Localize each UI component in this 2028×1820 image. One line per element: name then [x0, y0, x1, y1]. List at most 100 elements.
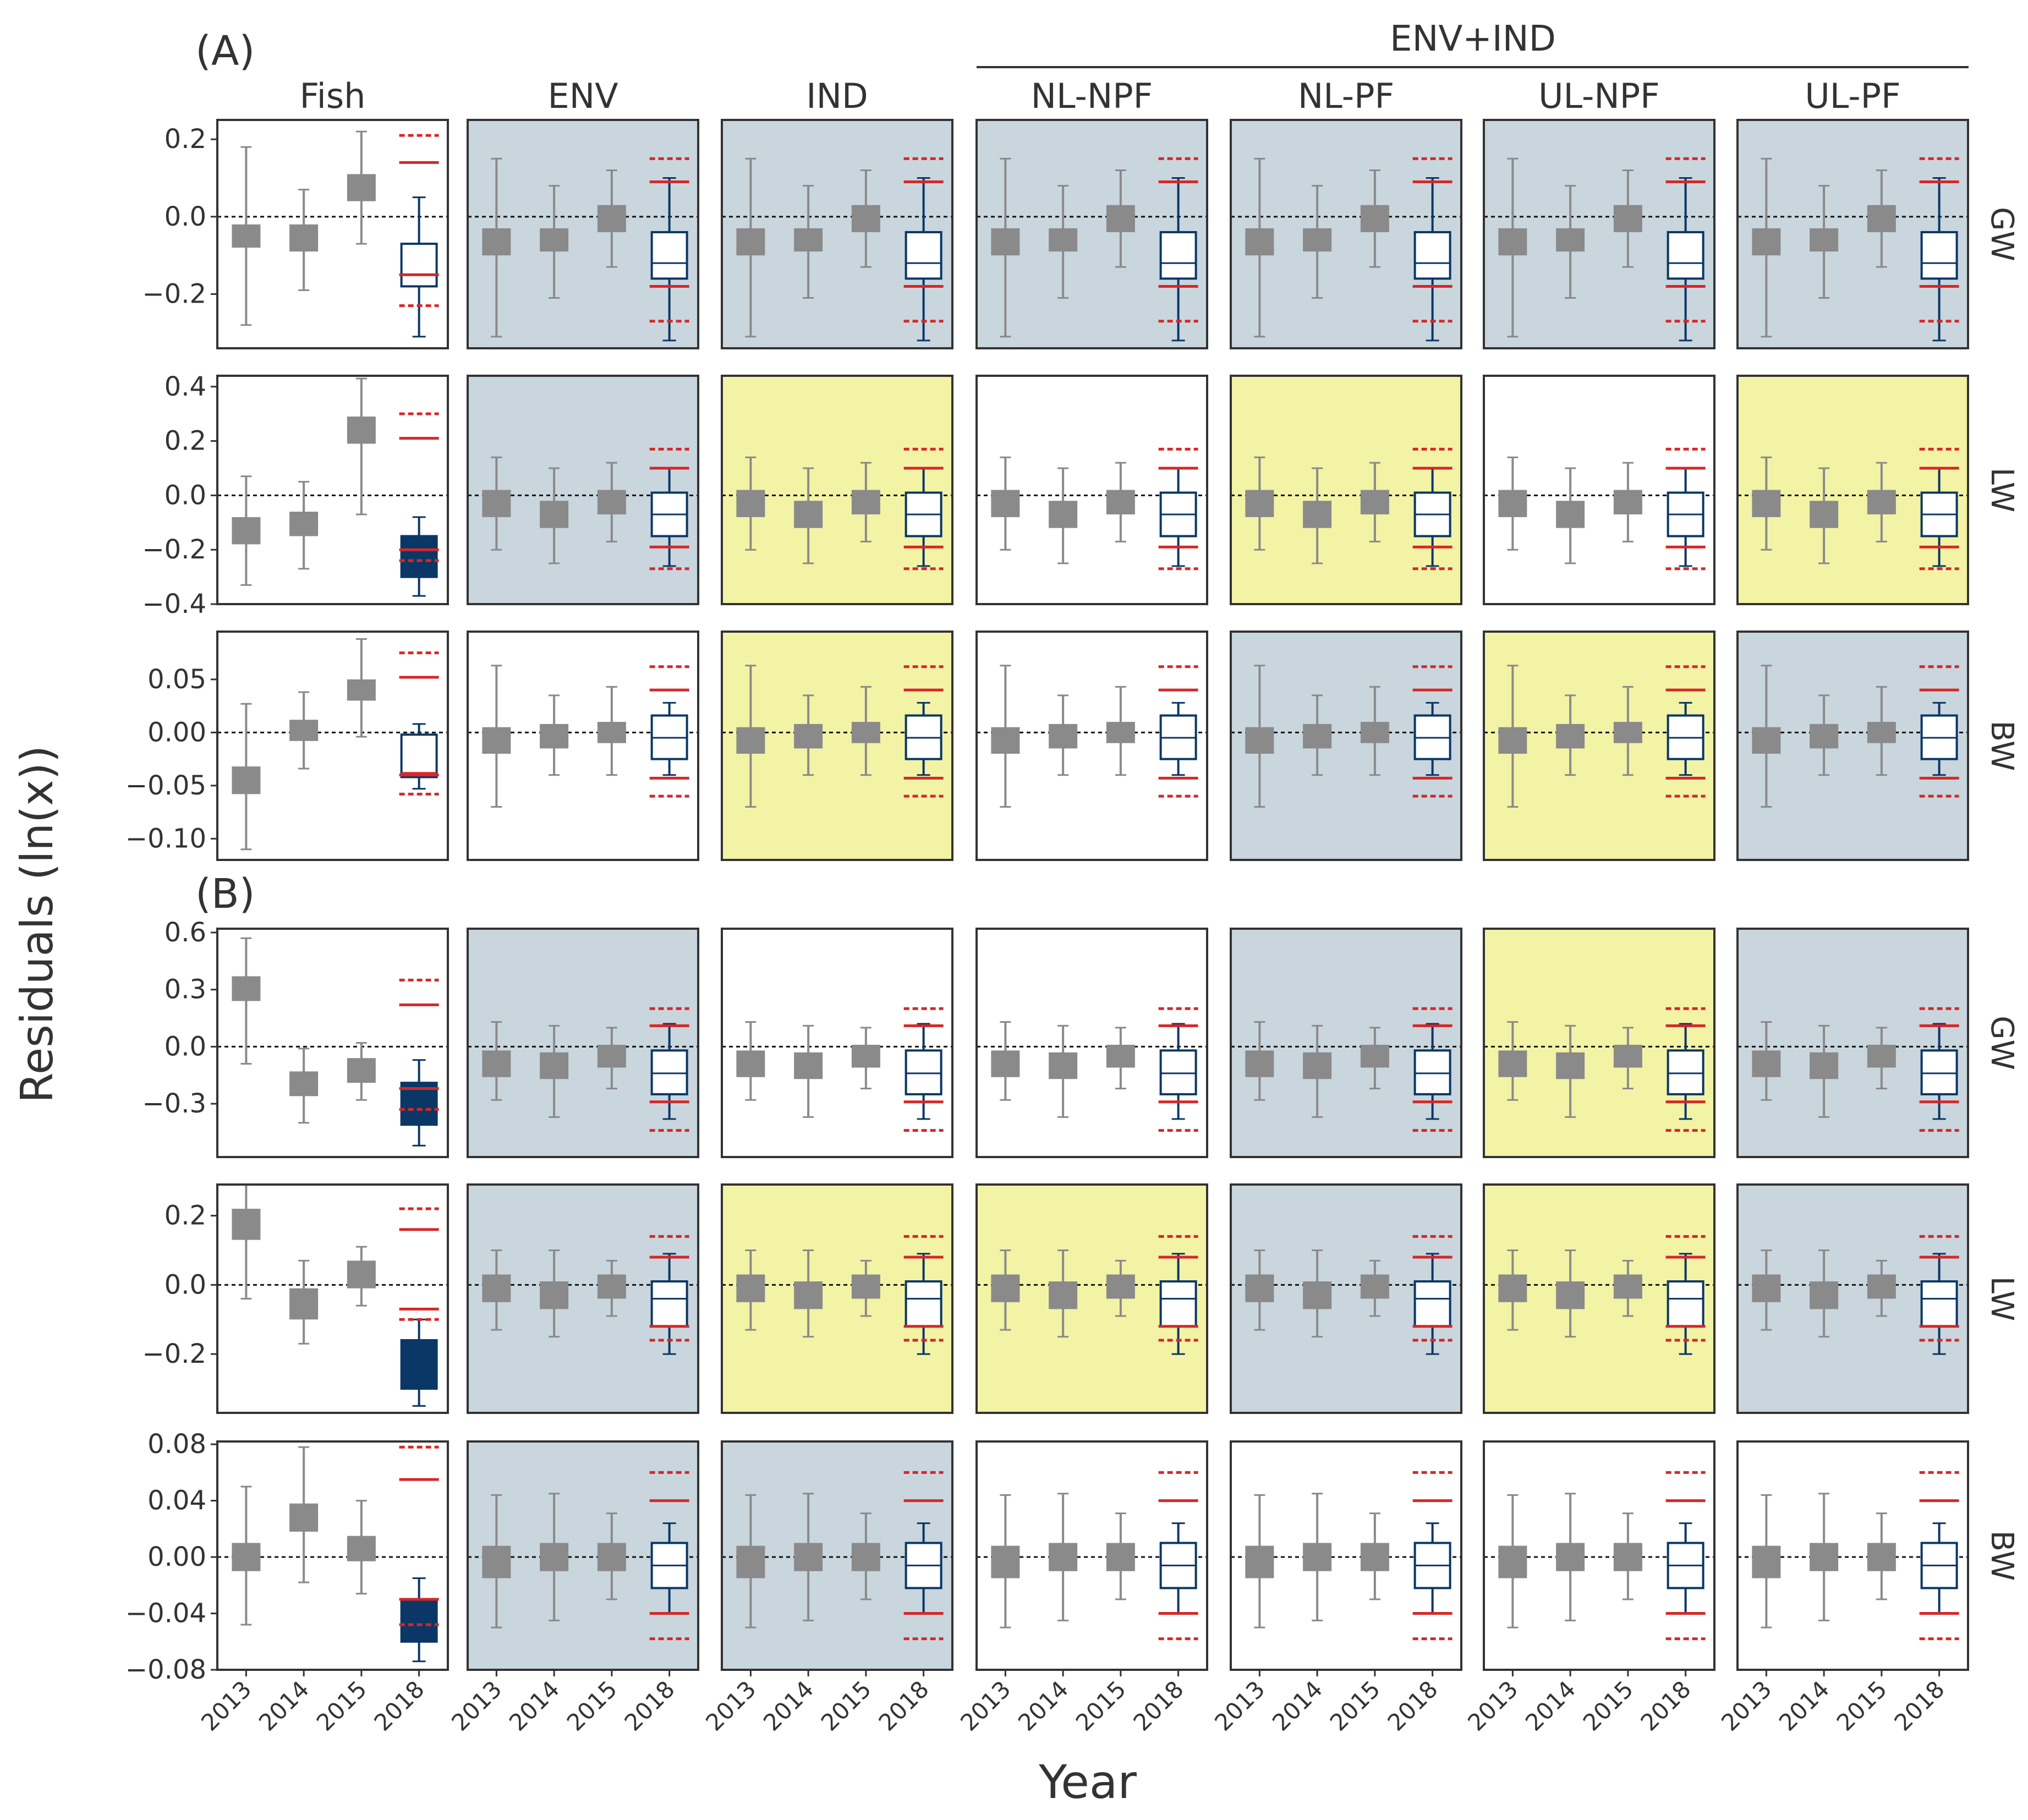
x-tick-label-2014: 2014: [758, 1675, 819, 1736]
panel-frame: [1736, 1440, 1969, 1671]
x-tick-label-2015: 2015: [1071, 1675, 1131, 1736]
panel-ind-lw: [721, 1183, 953, 1414]
iqr-box: [1303, 1281, 1332, 1309]
box-2018: [1412, 1235, 1453, 1355]
box-2014: [1810, 694, 1839, 776]
box-2015: [1360, 1027, 1389, 1089]
iqr-box: [1667, 1049, 1704, 1095]
box-2018: [1665, 1471, 1706, 1641]
iqr-box: [1867, 1543, 1896, 1571]
panel-frame: [975, 1440, 1208, 1671]
x-tick-label-2014: 2014: [504, 1675, 564, 1736]
iqr-box: [1049, 228, 1078, 252]
x-axis-title: Year: [1038, 1755, 1137, 1809]
iqr-box: [1810, 723, 1839, 749]
iqr-box: [1303, 228, 1332, 252]
iqr-box: [232, 976, 261, 1001]
iqr-box: [1613, 205, 1642, 232]
box-2015: [1106, 1027, 1135, 1089]
iqr-box: [400, 535, 438, 578]
iqr-box: [232, 1209, 261, 1240]
panel-frame: [975, 375, 1208, 605]
panel-frame: [467, 631, 699, 861]
box-2018: [903, 157, 944, 342]
box-2014: [794, 1249, 823, 1338]
iqr-box: [1303, 1543, 1332, 1571]
panel-frame: [1483, 1183, 1715, 1414]
section-label-B: (B): [195, 870, 255, 918]
iqr-box: [851, 1274, 880, 1299]
box-2014: [1556, 467, 1585, 564]
iqr-box: [1867, 490, 1896, 514]
panel-ul-npf-bw: [1483, 631, 1715, 861]
iqr-box: [991, 228, 1020, 256]
panel-frame: [216, 1183, 449, 1414]
iqr-box: [1556, 723, 1585, 749]
box-2015: [1360, 686, 1389, 776]
panel-frame: [467, 928, 699, 1158]
iqr-box: [1556, 1281, 1585, 1309]
iqr-box: [1613, 1044, 1642, 1068]
box-2014: [1810, 467, 1839, 564]
x-tick-label-2018: 2018: [1128, 1675, 1188, 1736]
iqr-box: [650, 1280, 688, 1328]
iqr-box: [400, 1598, 438, 1643]
iqr-box: [347, 679, 376, 701]
box-2013: [1498, 1494, 1527, 1629]
box-2013: [1752, 1249, 1781, 1331]
iqr-box: [1556, 228, 1585, 252]
iqr-box: [650, 231, 688, 280]
box-2014: [1049, 694, 1078, 776]
iqr-box: [905, 1280, 942, 1328]
box-2014: [1810, 1024, 1839, 1118]
panel-ind-bw: [721, 1440, 953, 1671]
iqr-box: [851, 490, 880, 514]
x-tick-label-2015: 2015: [1578, 1675, 1638, 1736]
box-2013: [482, 1494, 511, 1629]
panel-ul-npf-bw: [1483, 1440, 1715, 1671]
box-2014: [1556, 1249, 1585, 1338]
iqr-box: [1498, 1050, 1527, 1077]
panel-env-lw: [467, 1183, 699, 1414]
iqr-box: [1867, 1274, 1896, 1299]
box-2015: [347, 638, 376, 738]
box-2018: [1665, 665, 1706, 798]
box-2013: [482, 665, 511, 808]
iqr-box: [347, 1058, 376, 1083]
iqr-box: [232, 1543, 261, 1571]
y-tick-label: 0.0: [165, 1269, 206, 1300]
box-2014: [1049, 185, 1078, 299]
iqr-box: [794, 501, 823, 528]
panel-ul-pf-lw: [1736, 375, 1969, 605]
panel-frame: [721, 1440, 953, 1671]
box-2013: [232, 703, 261, 851]
panel-frame: [1230, 1183, 1462, 1414]
x-tick-label-2018: 2018: [1382, 1675, 1443, 1736]
x-tick-label-2015: 2015: [816, 1675, 876, 1736]
iqr-box: [736, 727, 765, 754]
iqr-box: [289, 720, 319, 741]
panel-frame: [1483, 375, 1715, 605]
panel-frame: [721, 928, 953, 1158]
box-2018: [1158, 1007, 1198, 1132]
box-2014: [1556, 1024, 1585, 1118]
box-2014: [1049, 1024, 1078, 1118]
box-2013: [232, 1183, 261, 1300]
iqr-box: [1867, 1044, 1896, 1068]
box-2013: [232, 1485, 261, 1626]
y-tick-label: −0.2: [142, 1339, 206, 1369]
box-2018: [903, 1235, 944, 1355]
iqr-box: [1360, 722, 1389, 743]
panel-ind-gw: [721, 119, 953, 349]
x-tick-label-2014: 2014: [1774, 1675, 1834, 1736]
iqr-box: [482, 1050, 511, 1077]
box-2014: [1303, 1493, 1332, 1621]
box-2018: [649, 1235, 689, 1355]
iqr-box: [1920, 231, 1958, 280]
box-2015: [597, 686, 626, 776]
panel-frame: [1483, 631, 1715, 861]
iqr-box: [540, 228, 569, 252]
panel-frame: [216, 119, 449, 349]
column-header-ul-pf: UL-PF: [1805, 76, 1900, 116]
box-2015: [597, 462, 626, 542]
